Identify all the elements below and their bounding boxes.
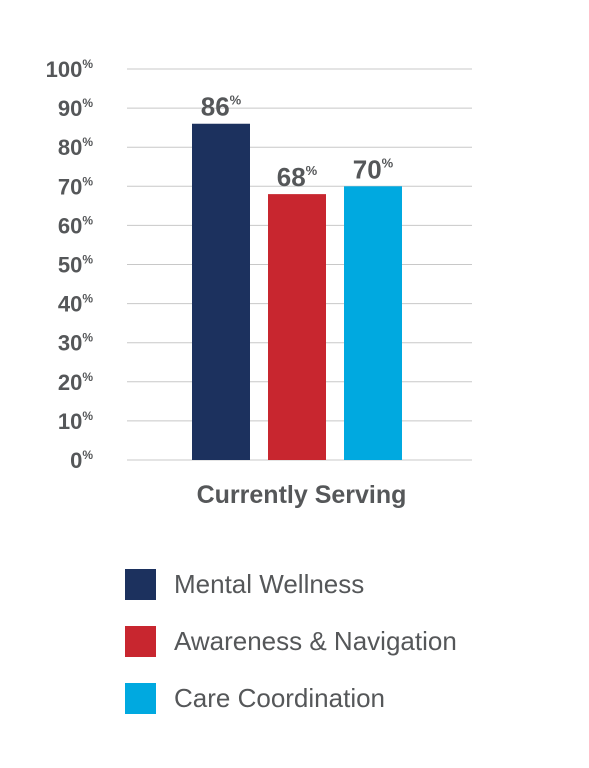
legend-swatch	[125, 568, 156, 600]
y-tick-label: 40%	[58, 292, 93, 317]
bar	[192, 123, 250, 461]
y-tick-label: 20%	[58, 370, 93, 395]
legend-label: Awareness & Navigation	[174, 625, 457, 656]
legend-label: Care Coordination	[174, 682, 386, 713]
category-label: Currently Serving	[197, 481, 407, 509]
y-tick-label: 30%	[58, 331, 93, 356]
y-tick-label: 10%	[58, 409, 93, 434]
data-label: 70%	[353, 154, 394, 184]
legend-swatch	[125, 625, 156, 657]
bar	[268, 194, 326, 460]
y-tick-label: 60%	[58, 213, 93, 238]
data-label: 86%	[201, 92, 242, 122]
bar	[344, 186, 402, 461]
y-tick-label: 90%	[58, 96, 93, 121]
y-axis-ticks: 0% 10% 20% 30% 40% 50% 60% 70% 80% 90% 100%	[46, 57, 94, 473]
y-tick-label: 50%	[58, 253, 93, 278]
data-labels: 86% 68% 70%	[201, 92, 394, 192]
bar-chart: 0% 10% 20% 30% 40% 50% 60% 70% 80% 90% 100% 86% 68%…	[46, 57, 472, 509]
y-tick-label: 80%	[58, 135, 93, 160]
legend-label: Mental Wellness	[174, 568, 365, 599]
y-tick-label: 100%	[46, 57, 94, 82]
legend-item-care-coordination: Care Coordination	[125, 682, 457, 714]
legend-item-mental-wellness: Mental Wellness	[125, 568, 457, 600]
bars	[192, 123, 402, 461]
legend-swatch	[125, 682, 156, 714]
y-tick-label: 70%	[58, 174, 93, 199]
data-label: 68%	[277, 162, 318, 192]
legend: Mental Wellness Awareness & Navigation C…	[125, 568, 457, 739]
legend-item-awareness-navigation: Awareness & Navigation	[125, 625, 457, 657]
y-tick-label: 0%	[70, 448, 93, 473]
